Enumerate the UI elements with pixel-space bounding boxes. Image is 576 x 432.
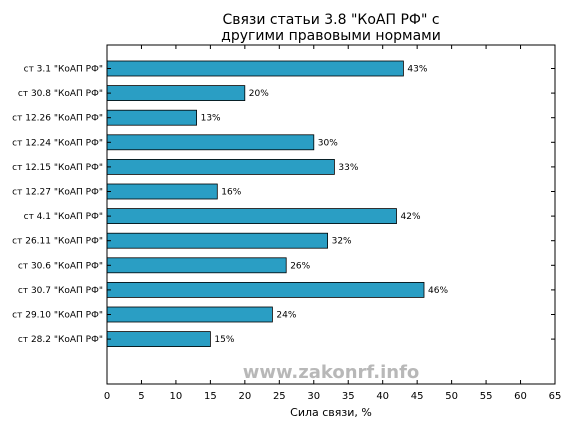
data-label-5: 16% — [221, 188, 241, 198]
category-label-9: ст 30.7 "КоАП РФ" — [18, 286, 103, 296]
x-tick-label-7: 35 — [342, 391, 355, 402]
bar-1 — [106, 85, 246, 101]
x-tick-label-4: 20 — [238, 391, 251, 402]
category-label-11: ст 28.2 "КоАП РФ" — [18, 335, 103, 345]
bar-11 — [106, 331, 211, 348]
data-label-7: 32% — [332, 237, 352, 247]
bar-10 — [106, 306, 273, 323]
x-tick-label-0: 0 — [104, 391, 110, 402]
bar-2 — [106, 109, 197, 126]
data-label-8: 26% — [290, 261, 310, 271]
data-label-11: 15% — [214, 335, 234, 345]
bar-7 — [106, 232, 329, 249]
x-tick-label-1: 5 — [138, 391, 144, 402]
bar-6 — [106, 208, 397, 225]
x-tick-label-5: 25 — [273, 391, 286, 402]
data-label-4: 33% — [338, 163, 358, 173]
data-label-10: 24% — [276, 311, 296, 321]
x-axis-label: Сила связи, % — [290, 406, 372, 419]
data-label-0: 43% — [407, 65, 427, 75]
plot-frame — [106, 44, 556, 385]
chart-title-line-1: Связи статьи 3.8 "КоАП РФ" с — [222, 12, 439, 28]
bar-4 — [106, 158, 335, 175]
bar-3 — [106, 134, 315, 151]
watermark: www.zakonrf.info — [243, 362, 420, 383]
category-label-0: ст 3.1 "КоАП РФ" — [24, 65, 103, 75]
category-label-8: ст 30.6 "КоАП РФ" — [18, 261, 103, 271]
chart-title-line-2: другими правовыми нормами — [221, 28, 441, 44]
x-tick-label-10: 50 — [445, 391, 458, 402]
y-axis: ст 3.1 "КоАП РФ" ст 30.8 "КоАП РФ" ст 12.2… — [12, 65, 555, 345]
category-label-7: ст 26.11 "КоАП РФ" — [12, 237, 103, 247]
bar-5 — [106, 183, 218, 200]
data-label-1: 20% — [249, 89, 269, 99]
x-axis: 0 5 10 15 20 25 30 35 40 45 50 55 60 65 — [104, 45, 562, 402]
x-tick-label-2: 10 — [170, 391, 183, 402]
bars-layer: 43% 20% 13% 30% 33% 16% 42% 32% 26% 46% 24% 15% — [106, 60, 448, 348]
x-tick-label-12: 60 — [514, 391, 527, 402]
x-tick-label-8: 40 — [376, 391, 389, 402]
category-label-10: ст 29.10 "КоАП РФ" — [12, 311, 103, 321]
bar-0 — [106, 60, 404, 77]
data-label-2: 13% — [201, 114, 221, 124]
category-label-6: ст 4.1 "КоАП РФ" — [24, 212, 103, 222]
data-label-3: 30% — [318, 138, 338, 148]
bar-8 — [106, 257, 287, 274]
x-tick-label-9: 45 — [411, 391, 424, 402]
bar-9 — [106, 281, 425, 298]
x-tick-label-3: 15 — [204, 391, 217, 402]
category-label-3: ст 12.24 "КоАП РФ" — [12, 138, 103, 148]
category-label-2: ст 12.26 "КоАП РФ" — [12, 114, 103, 124]
category-label-5: ст 12.27 "КоАП РФ" — [12, 188, 103, 198]
x-tick-label-6: 30 — [307, 391, 320, 402]
data-label-9: 46% — [428, 286, 448, 296]
x-tick-label-11: 55 — [480, 391, 493, 402]
data-label-6: 42% — [401, 212, 421, 222]
category-label-4: ст 12.15 "КоАП РФ" — [12, 163, 103, 173]
x-tick-label-13: 65 — [549, 391, 562, 402]
category-label-1: ст 30.8 "КоАП РФ" — [18, 89, 103, 99]
